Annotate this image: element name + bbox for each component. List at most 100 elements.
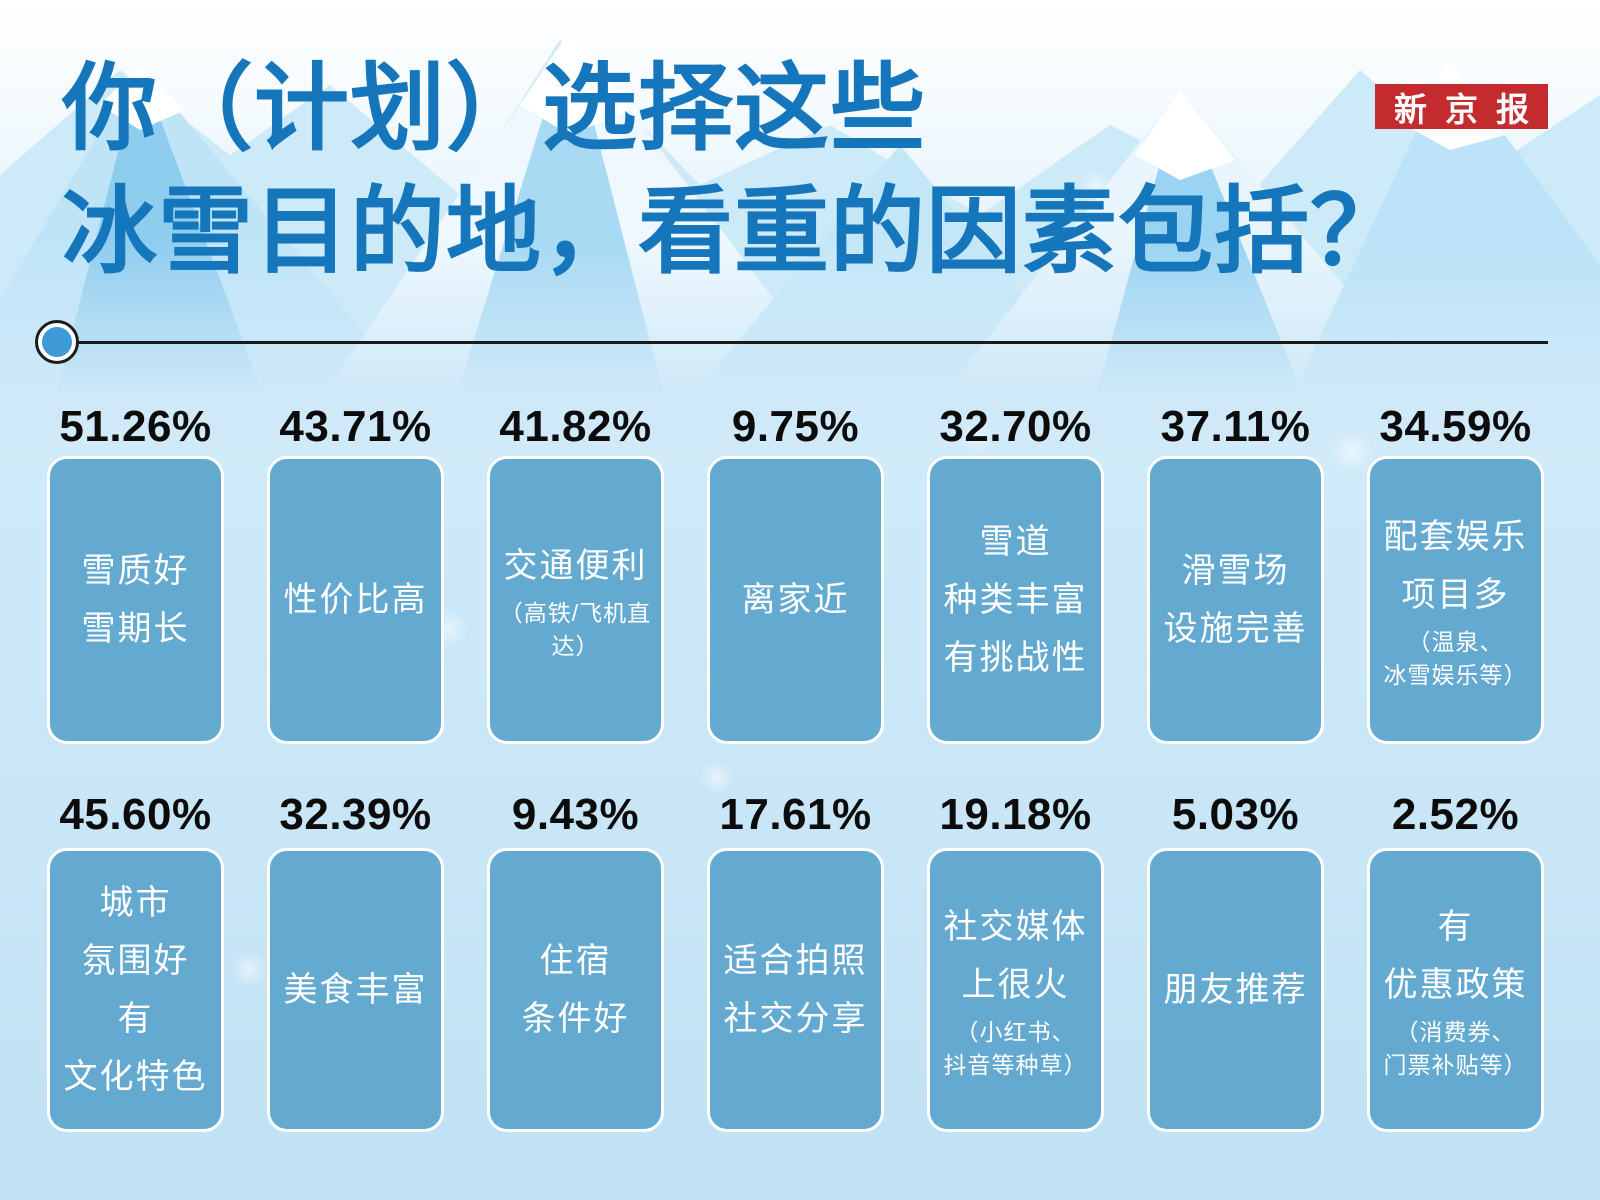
snowflake-decor xyxy=(960,420,994,454)
mountain-fade xyxy=(0,240,1600,430)
stat-sublabel-line: 冰雪娱乐等） xyxy=(1383,662,1528,688)
stat-label-line: 条件好 xyxy=(521,1000,630,1038)
stat-cell: 2.52% 有优惠政策 （消费券、 门票补贴等） xyxy=(1367,782,1544,1132)
stat-label: 城市氛围好有文化特色 xyxy=(64,874,208,1106)
divider-dot xyxy=(35,320,79,364)
stat-label: 配套娱乐 项目多 xyxy=(1384,508,1528,624)
stat-label: 交通便利 xyxy=(504,537,648,595)
stat-label: 朋友推荐 xyxy=(1164,961,1308,1019)
stat-cell: 9.43% 住宿条件好 xyxy=(487,782,664,1132)
stat-card: 有优惠政策 （消费券、 门票补贴等） xyxy=(1367,848,1544,1132)
stat-value: 32.39% xyxy=(279,790,432,839)
stat-label: 雪质好 雪期长 xyxy=(82,542,190,658)
stat-value: 45.60% xyxy=(59,790,212,839)
snowflake-decor xyxy=(230,950,268,988)
stat-value: 17.61% xyxy=(719,790,872,839)
stat-label-line: 有 xyxy=(117,1000,154,1038)
stat-sublabel-line: （小红书、 xyxy=(955,1019,1076,1045)
stat-card: 离家近 xyxy=(707,456,884,744)
stat-cell: 17.61% 适合拍照社交分享 xyxy=(707,782,884,1132)
stat-label-line: 有 xyxy=(1437,908,1474,946)
stat-sublabel-line: （高铁/飞机直达） xyxy=(499,600,652,659)
snowflake-decor xyxy=(1330,430,1374,474)
snow-cap-right xyxy=(1135,90,1235,180)
stat-cell: 5.03% 朋友推荐 xyxy=(1147,782,1324,1132)
stat-cell: 32.39% 美食丰富 xyxy=(267,782,444,1132)
stat-label-line: 城市 xyxy=(99,884,172,922)
stat-label-line: 氛围好 xyxy=(81,942,190,980)
stat-sublabel: （消费券、 门票补贴等） xyxy=(1384,1016,1528,1082)
stat-label-line: 社交媒体 xyxy=(943,908,1088,946)
stat-value: 19.18% xyxy=(939,790,1092,839)
divider-line xyxy=(68,341,1548,344)
stat-value: 34.59% xyxy=(1379,402,1532,451)
stat-sublabel-line: 抖音等种草） xyxy=(943,1052,1088,1078)
stat-label: 滑雪场 设施完善 xyxy=(1164,542,1308,658)
stat-value: 9.75% xyxy=(731,402,860,451)
stat-label-line: 住宿 xyxy=(539,942,612,980)
stat-label: 美食丰富 xyxy=(284,961,428,1019)
stat-cell: 41.82% 交通便利 （高铁/飞机直达） xyxy=(487,398,664,744)
stat-label-line: 离家近 xyxy=(741,581,850,619)
stat-value: 41.82% xyxy=(499,402,652,451)
stat-sublabel-line: （温泉、 xyxy=(1407,629,1504,655)
stats-row-2: 45.60% 城市 氛围好有文化特色 32.39% 美食丰富 9.43% 住宿 条件… xyxy=(47,782,1544,1132)
stat-value: 5.03% xyxy=(1171,790,1300,839)
stat-label-line: 文化特色 xyxy=(63,1058,208,1096)
stat-value: 51.26% xyxy=(59,402,212,451)
stat-label-line: 项目多 xyxy=(1401,576,1510,614)
stat-label: 性价比高 xyxy=(284,571,428,629)
brand-badge: 新京报 xyxy=(1375,84,1548,129)
stat-card: 滑雪场 设施完善 xyxy=(1147,456,1324,744)
stat-cell: 34.59% 配套娱乐 项目多 （温泉、冰雪娱乐等） xyxy=(1367,398,1544,744)
stat-card: 适合拍照 社交分享 xyxy=(707,848,884,1132)
stat-value: 43.71% xyxy=(279,402,432,451)
stat-label-line: 雪道 xyxy=(979,523,1052,561)
stat-label: 住宿 条件好 xyxy=(522,932,630,1048)
stat-value: 9.43% xyxy=(511,790,640,839)
stat-sublabel: （高铁/飞机直达） xyxy=(490,597,661,663)
stat-label-line: 社交分享 xyxy=(723,1000,868,1038)
stat-label-line: 性价比高 xyxy=(283,581,428,619)
stat-sublabel: （温泉、冰雪娱乐等） xyxy=(1384,626,1528,692)
stat-label-line: 交通便利 xyxy=(503,547,648,585)
stat-cell: 37.11% 滑雪场 设施完善 xyxy=(1147,398,1324,744)
snowflake-decor xyxy=(830,80,870,120)
stat-value: 32.70% xyxy=(939,402,1092,451)
stat-sublabel: （小红书、抖音等种草） xyxy=(944,1016,1088,1082)
stat-cell: 9.75% 离家近 xyxy=(707,398,884,744)
stat-cell: 32.70% 雪道种类丰富有挑战性 xyxy=(927,398,1104,744)
stat-card: 配套娱乐 项目多 （温泉、冰雪娱乐等） xyxy=(1367,456,1544,744)
snowflake-decor xyxy=(1080,170,1112,202)
divider-dot-inner xyxy=(42,327,72,357)
stat-sublabel-line: （消费券、 xyxy=(1395,1019,1516,1045)
page-title-line1: 你（计划）选择这些 xyxy=(62,56,927,162)
stat-label-line: 滑雪场 xyxy=(1181,552,1290,590)
stat-card: 雪质好 雪期长 xyxy=(47,456,224,744)
stat-card: 美食丰富 xyxy=(267,848,444,1132)
stat-cell: 45.60% 城市氛围好有文化特色 xyxy=(47,782,224,1132)
stat-label: 社交媒体 上很火 xyxy=(944,898,1088,1014)
stat-cell: 43.71% 性价比高 xyxy=(267,398,444,744)
page-title-line2: 冰雪目的地，看重的因素包括？ xyxy=(62,179,1407,285)
stat-card: 交通便利 （高铁/飞机直达） xyxy=(487,456,664,744)
stat-label: 离家近 xyxy=(742,571,850,629)
stat-value: 37.11% xyxy=(1160,402,1311,451)
stat-label-line: 朋友推荐 xyxy=(1163,971,1308,1009)
stat-card: 社交媒体 上很火 （小红书、抖音等种草） xyxy=(927,848,1104,1132)
stat-cell: 51.26% 雪质好 雪期长 xyxy=(47,398,224,744)
stat-label-line: 雪期长 xyxy=(81,610,190,648)
stat-label: 雪道种类丰富有挑战性 xyxy=(944,513,1088,687)
stat-label-line: 有挑战性 xyxy=(943,639,1088,677)
stat-card: 性价比高 xyxy=(267,456,444,744)
stat-label-line: 美食丰富 xyxy=(283,971,428,1009)
page-title: 你（计划）选择这些 冰雪目的地，看重的因素包括？ xyxy=(62,48,1406,294)
stat-card: 住宿 条件好 xyxy=(487,848,664,1132)
stat-value: 2.52% xyxy=(1391,790,1520,839)
stat-label-line: 适合拍照 xyxy=(723,942,868,980)
stat-label-line: 优惠政策 xyxy=(1383,966,1528,1004)
stats-row-1: 51.26% 雪质好 雪期长 43.71% 性价比高 41.82% 交通便利 （高… xyxy=(47,398,1544,744)
stat-label: 有优惠政策 xyxy=(1384,898,1528,1014)
snow-cap-left xyxy=(100,65,185,130)
stat-label-line: 种类丰富 xyxy=(943,581,1088,619)
